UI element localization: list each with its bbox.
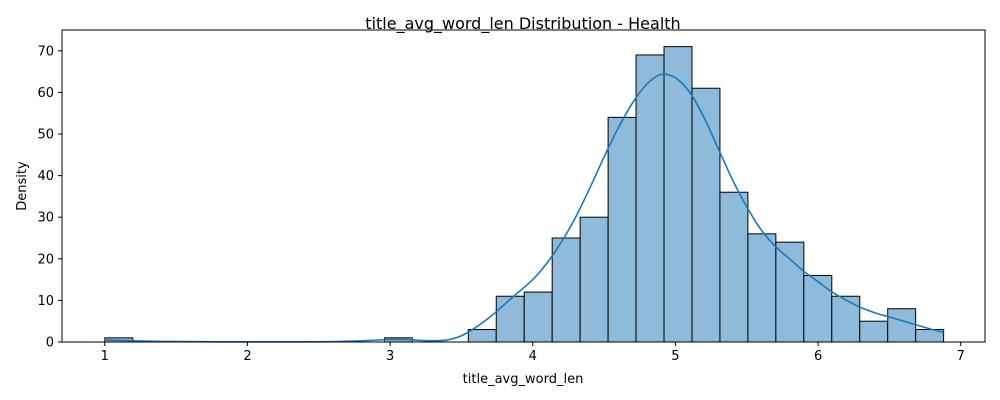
x-axis: 1 2 3 4 5 6 7 [101,342,965,364]
y-axis: 0 10 20 30 40 50 60 70 [37,44,62,351]
x-tick-label: 7 [957,349,965,364]
histogram-bars [104,46,945,343]
histogram-bar [691,87,721,343]
histogram-bar [747,233,777,343]
x-tick-label: 6 [814,349,822,364]
histogram-bar [635,54,665,343]
y-tick-label: 40 [37,169,54,184]
histogram-bar [719,191,749,343]
histogram-bar [495,295,525,343]
x-tick-label: 4 [529,349,537,364]
histogram-bar [523,291,553,343]
histogram-bar [663,46,693,343]
y-tick-label: 10 [37,294,54,309]
y-tick-label: 20 [37,252,54,267]
histogram-bar [579,216,609,343]
histogram-bar [607,116,637,343]
chart-title: title_avg_word_len Distribution - Health [365,14,680,34]
y-tick-label: 0 [46,336,54,351]
x-tick-label: 2 [243,349,251,364]
y-tick-label: 50 [37,128,54,143]
x-axis-label: title_avg_word_len [463,372,584,387]
histogram-bar [551,237,581,343]
y-tick-label: 60 [37,86,54,101]
histogram-bar [887,308,917,343]
x-tick-label: 1 [101,349,109,364]
histogram-bar [831,295,861,343]
x-tick-label: 3 [386,349,394,364]
y-tick-label: 70 [37,44,54,59]
histogram-bar [467,329,497,343]
x-tick-label: 5 [671,349,679,364]
histogram-bar [803,274,833,343]
y-tick-label: 30 [37,211,54,226]
histogram-bar [775,241,805,343]
plot-frame [61,29,986,343]
histogram-bar [859,320,889,343]
y-axis-label: Density [15,161,30,211]
